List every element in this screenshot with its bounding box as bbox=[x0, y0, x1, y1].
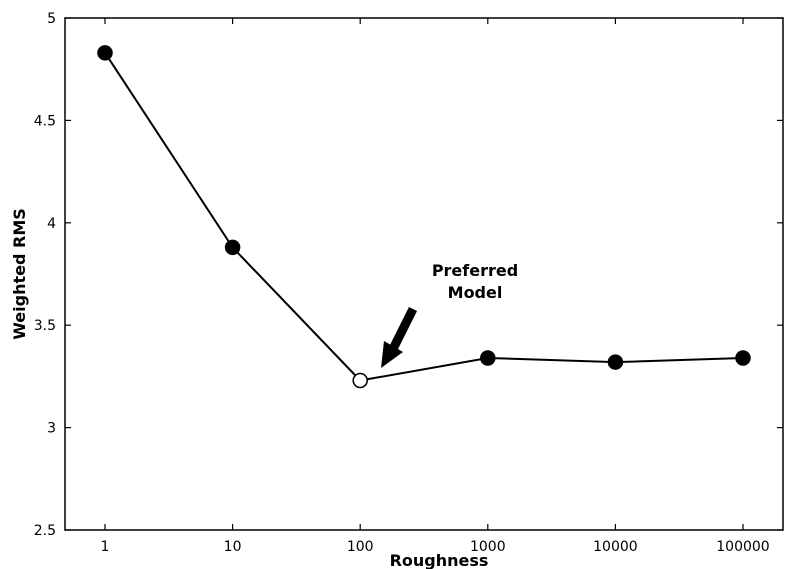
data-point bbox=[735, 350, 751, 366]
data-points bbox=[97, 45, 751, 389]
plot-frame bbox=[64, 17, 784, 531]
y-tick-label: 2.5 bbox=[34, 523, 56, 539]
annotation-line-2: Model bbox=[448, 283, 503, 302]
y-axis-ticks: 2.5 3 3.5 4 4.5 5 bbox=[34, 11, 783, 539]
y-tick-label: 4 bbox=[47, 216, 56, 232]
data-point bbox=[607, 354, 624, 370]
data-point-preferred bbox=[352, 372, 368, 389]
data-point bbox=[480, 350, 496, 366]
y-tick-label: 4.5 bbox=[34, 113, 56, 129]
x-axis-label: Roughness bbox=[390, 551, 489, 569]
x-axis-ticks: 1 10 100 1000 10000 100000 bbox=[101, 18, 770, 555]
data-point bbox=[97, 45, 113, 61]
x-tick-label: 1000 bbox=[470, 539, 506, 555]
x-tick-label: 1 bbox=[101, 539, 110, 555]
y-axis-label: Weighted RMS bbox=[10, 208, 29, 340]
x-tick-label: 100 bbox=[347, 539, 374, 555]
data-point bbox=[224, 239, 241, 256]
y-tick-label: 5 bbox=[47, 11, 56, 27]
x-tick-label: 100000 bbox=[716, 539, 769, 555]
y-tick-label: 3.5 bbox=[34, 318, 56, 334]
preferred-model-annotation: Preferred Model bbox=[381, 261, 518, 368]
series-line bbox=[104, 52, 744, 382]
annotation-line-1: Preferred bbox=[432, 261, 518, 280]
annotation-arrow bbox=[381, 306, 418, 368]
x-tick-label: 10000 bbox=[593, 539, 638, 555]
x-tick-label: 10 bbox=[224, 539, 242, 555]
y-tick-label: 3 bbox=[47, 421, 56, 437]
